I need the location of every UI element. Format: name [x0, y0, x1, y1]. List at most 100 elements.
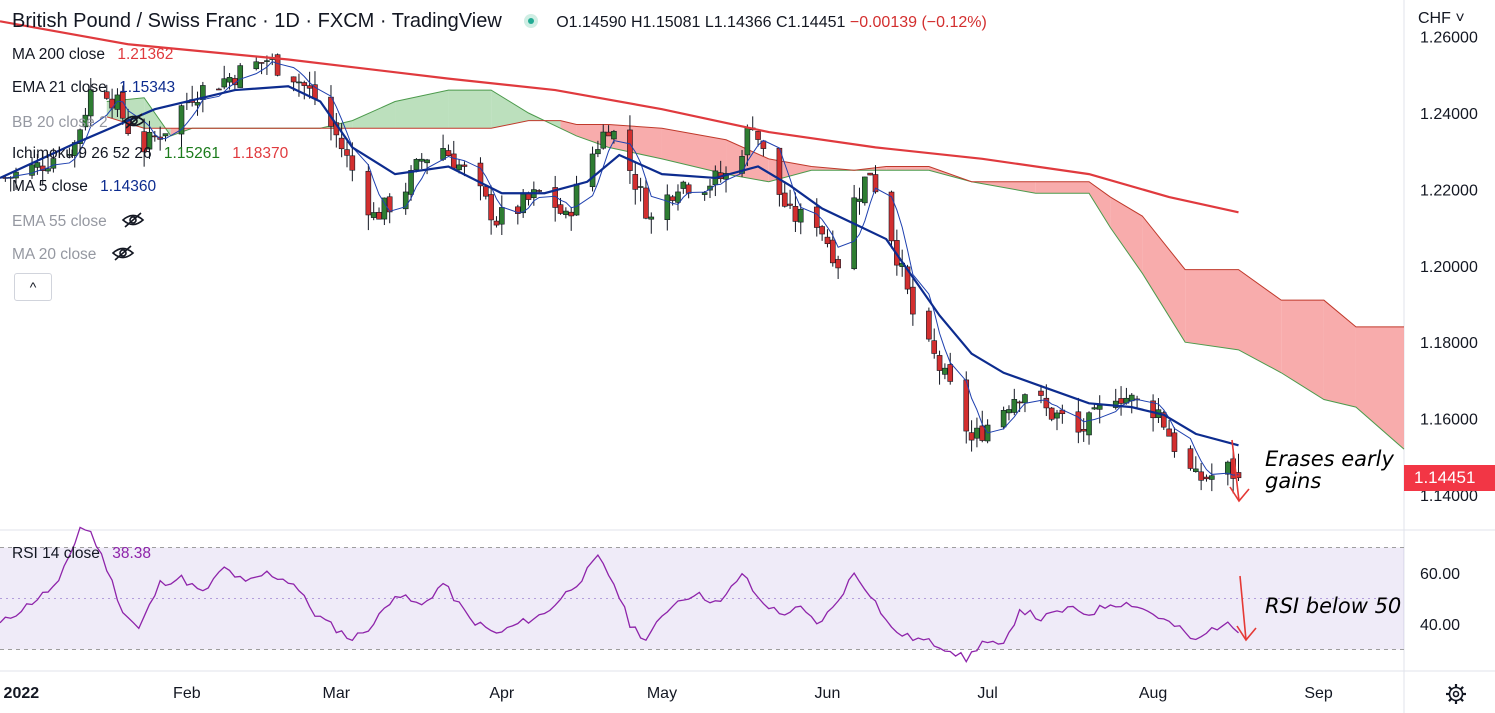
candle-down	[338, 137, 345, 150]
ichimoku-cloud-segment	[352, 101, 396, 129]
legend-label: MA 5 close	[12, 178, 88, 195]
candle-up	[648, 216, 655, 220]
candle-down	[605, 131, 612, 137]
candle-down	[776, 147, 783, 195]
ichimoku-cloud-segment	[1089, 181, 1111, 228]
hidden-eye-icon[interactable]	[121, 211, 145, 234]
candle-down	[1118, 398, 1124, 404]
candle-down	[365, 170, 372, 216]
price-tick-label: 1.18000	[1420, 335, 1478, 352]
candle-down	[979, 425, 986, 441]
candle-up	[520, 193, 526, 214]
candle-up	[87, 89, 94, 117]
candle-down	[685, 184, 692, 194]
candle-up	[1193, 468, 1199, 472]
legend-ichimoku[interactable]: Ichimoku 9 26 52 26 1.15261 1.18370	[12, 145, 288, 163]
candle-up	[34, 162, 41, 168]
rsi-tick-label: 40.00	[1420, 617, 1460, 634]
annotation-arrow-rsi-head	[1236, 625, 1257, 642]
symbol-title[interactable]: British Pound / Swiss Franc · 1D · FXCM …	[12, 10, 502, 32]
candle-down	[306, 85, 313, 89]
candle-down	[632, 174, 639, 190]
annotation-arrow-price-head	[1229, 486, 1250, 503]
candle-up	[82, 114, 89, 128]
candle-up	[1054, 412, 1060, 419]
candle-up	[1086, 412, 1092, 436]
candle-up	[680, 181, 687, 189]
currency-selector[interactable]: CHF ˅	[1418, 10, 1465, 27]
candle-up	[675, 191, 681, 203]
market-status-icon	[523, 14, 538, 28]
ichimoku-cloud-segment	[1355, 326, 1404, 450]
legend-ma5[interactable]: MA 5 close 1.14360	[12, 178, 156, 196]
candle-down	[445, 150, 452, 156]
ichimoku-span-b	[106, 116, 1404, 328]
candle-down	[103, 91, 110, 99]
annotation-rsi: RSI below 50	[1265, 594, 1402, 618]
candle-down	[1198, 471, 1204, 481]
candle-up	[237, 65, 244, 88]
ichimoku-cloud-segment	[661, 128, 727, 175]
change-value: −0.00139 (−0.12%)	[849, 14, 987, 31]
legend-value: 1.15261	[163, 145, 220, 162]
legend-label: EMA 21 close	[12, 79, 107, 96]
candle-down	[515, 206, 521, 214]
candle-down	[947, 364, 954, 382]
price-tick-label: 1.22000	[1420, 182, 1478, 199]
candle-up	[499, 207, 505, 225]
candle-down	[450, 153, 457, 169]
candle-down	[349, 155, 356, 171]
candle-up	[146, 131, 153, 150]
candle-up	[456, 164, 462, 171]
candle-up	[413, 159, 420, 171]
candle-down	[968, 432, 975, 441]
annotation-arrow-price	[1231, 439, 1240, 502]
candle-up	[408, 170, 414, 195]
candle-up	[1022, 394, 1028, 404]
candle-down	[552, 187, 558, 208]
legend-ma200[interactable]: MA 200 close 1.21362	[12, 46, 173, 64]
candle-up	[226, 77, 233, 83]
candle-up	[974, 427, 980, 439]
ma5-line	[5, 61, 1239, 476]
candle-down	[787, 203, 793, 206]
candle-down	[755, 131, 761, 140]
candle-down	[910, 286, 916, 315]
candle-down	[963, 379, 970, 432]
legend-ma20[interactable]: MA 20 close	[12, 244, 135, 267]
candle-up	[29, 164, 35, 176]
legend-bb20[interactable]: BB 20 close 2	[12, 112, 146, 135]
candle-down	[376, 211, 382, 220]
time-tick-label: Aug	[1139, 685, 1167, 702]
candle-up	[851, 197, 857, 270]
candle-down	[482, 186, 489, 197]
legend-label: MA 200 close	[12, 46, 106, 63]
annotation-line: gains	[1265, 469, 1322, 493]
hidden-eye-icon[interactable]	[111, 244, 135, 267]
candle-down	[627, 129, 633, 171]
legend-ema21[interactable]: EMA 21 close 1.15343	[12, 79, 175, 97]
legend-ema55[interactable]: EMA 55 close	[12, 211, 145, 234]
candle-up	[45, 168, 51, 172]
candle-down	[477, 162, 484, 187]
candle-down	[1048, 407, 1055, 420]
legend-rsi[interactable]: RSI 14 close 38.38	[12, 545, 151, 563]
candle-up	[221, 78, 228, 88]
legend-label: MA 20 close	[12, 246, 97, 263]
price-tick-label: 1.26000	[1420, 30, 1478, 47]
rsi-tick-label: 60.00	[1420, 566, 1460, 583]
candle-up	[942, 367, 948, 375]
settings-gear-icon[interactable]	[1445, 683, 1467, 710]
candle-down	[926, 310, 932, 340]
ema21-line	[0, 85, 1239, 447]
time-tick-label: May	[647, 685, 677, 702]
candle-up	[440, 148, 446, 160]
annotation-price: Erases early gains	[1265, 448, 1394, 492]
collapse-legend-button[interactable]: ^	[14, 273, 52, 301]
hidden-eye-icon[interactable]	[122, 112, 146, 135]
time-tick-label: 2022	[4, 685, 40, 702]
candle-down	[781, 192, 788, 207]
candle-down	[1043, 397, 1050, 409]
legend-label: RSI 14 close	[12, 545, 100, 562]
